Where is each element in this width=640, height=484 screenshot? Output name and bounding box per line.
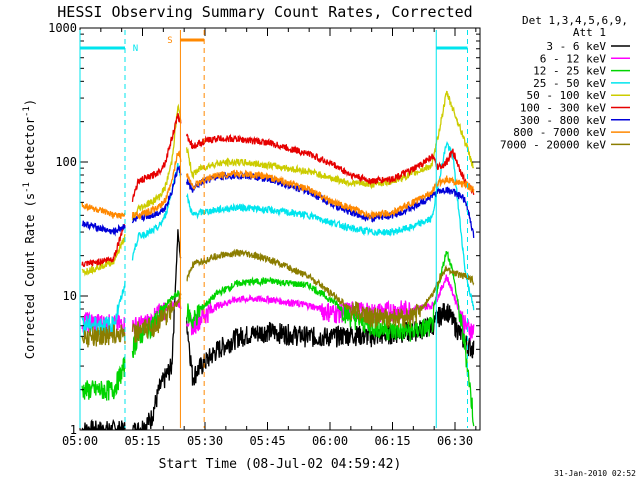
series-line-2 (81, 356, 126, 401)
series-line-7 (186, 169, 475, 220)
series-line-5 (186, 133, 475, 195)
series-line-4 (186, 90, 475, 190)
legend-label: 3 - 6 keV (546, 40, 606, 53)
legend-title-line1: Det 1,3,4,5,6,9, (522, 14, 628, 27)
y-tick-label: 1000 (48, 21, 77, 35)
saa-label: S (167, 36, 172, 46)
legend-label: 6 - 12 keV (540, 52, 607, 65)
y-tick-label: 10 (63, 289, 77, 303)
series-line-0 (81, 418, 126, 430)
series-line-1 (186, 274, 475, 341)
legend-label: 800 - 7000 keV (513, 126, 606, 139)
legend-label: 7000 - 20000 keV (500, 138, 606, 151)
series-line-3 (81, 280, 126, 338)
x-tick-label: 05:45 (249, 434, 285, 448)
series-line-7 (81, 202, 126, 219)
series-line-6 (186, 171, 475, 238)
series-line-8 (131, 292, 182, 343)
legend-label: 100 - 300 keV (520, 102, 606, 115)
x-tick-label: 06:30 (437, 434, 473, 448)
legend-label: 50 - 100 keV (527, 89, 607, 102)
y-tick-label: 100 (55, 155, 77, 169)
series-line-2 (131, 290, 182, 359)
legend-title-line2: Att 1 (573, 26, 606, 39)
x-axis-label: Start Time (08-Jul-02 04:59:42) (159, 457, 402, 472)
series-line-5 (131, 113, 182, 202)
series-line-4 (131, 103, 182, 221)
series-line-2 (186, 251, 475, 427)
x-tick-label: 05:30 (187, 434, 223, 448)
series-line-6 (81, 220, 126, 237)
legend-label: 12 - 25 keV (533, 65, 606, 78)
legend-label: 25 - 50 keV (533, 77, 606, 90)
series-line-7 (131, 150, 182, 220)
x-tick-label: 05:15 (124, 434, 160, 448)
x-tick-label: 05:00 (62, 434, 98, 448)
footer-timestamp: 31-Jan-2010 02:52 (554, 469, 636, 478)
series-line-8 (186, 248, 475, 329)
series-line-8 (81, 324, 126, 348)
series-line-5 (81, 223, 126, 268)
series-line-0 (132, 229, 182, 430)
y-axis-label: Corrected Count Rate (s-1 detector-1) (22, 99, 37, 359)
chart-title: HESSI Observing Summary Count Rates, Cor… (57, 3, 472, 21)
night-label: N (133, 44, 138, 54)
x-tick-label: 06:15 (374, 434, 410, 448)
series-line-3 (186, 140, 475, 311)
series-line-4 (81, 233, 126, 277)
x-tick-label: 06:00 (312, 434, 348, 448)
plot-frame (79, 27, 481, 431)
legend-label: 300 - 800 keV (520, 114, 606, 127)
y-tick-label: 1 (70, 423, 77, 437)
